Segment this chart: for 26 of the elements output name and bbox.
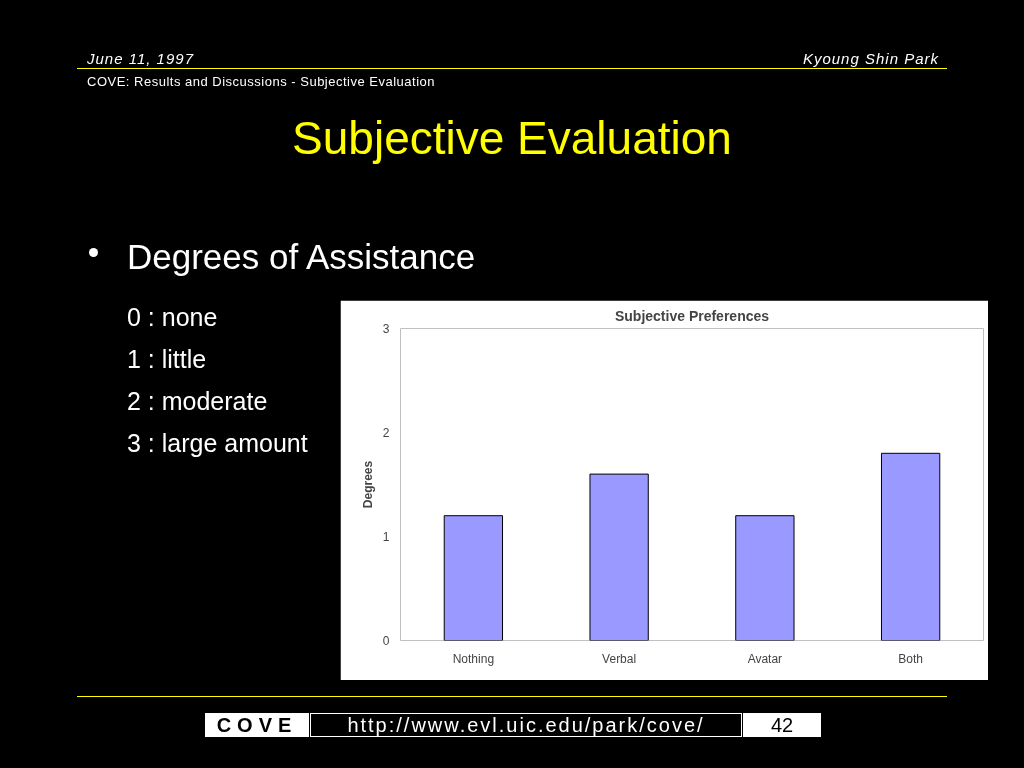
text: Kyoung Shin Park — [802, 49, 939, 69]
y-axis-title: Degrees — [360, 460, 375, 509]
text: 1 : little — [127, 344, 208, 375]
y-tick-label: 1 — [382, 530, 390, 544]
text: 3 : large amount — [127, 428, 308, 459]
text: Subjective Evaluation — [291, 111, 733, 166]
y-tick-label: 0 — [382, 634, 390, 648]
x-tick-label: Verbal — [602, 651, 637, 666]
y-tick-label: 3 — [382, 322, 390, 336]
text: COVE — [205, 713, 309, 737]
bar — [880, 452, 941, 641]
text: 2 : moderate — [127, 386, 269, 417]
text: http://www.evl.uic.edu/park/cove/ — [310, 713, 742, 737]
text: Degrees of Assistance — [127, 236, 476, 278]
x-tick-label: Nothing — [452, 651, 495, 666]
x-tick-label: Both — [898, 651, 923, 666]
bar — [443, 515, 504, 641]
text: 42 — [743, 713, 821, 737]
chart-title: Subjective Preferences — [614, 307, 770, 324]
x-tick-label: Avatar — [747, 651, 783, 666]
text: COVE: Results and Discussions - Subjective Evaluation — [87, 73, 436, 91]
text: June 11, 1997 — [87, 49, 194, 69]
text: 0 : none — [127, 302, 219, 333]
bar — [735, 515, 795, 641]
y-tick-label: 2 — [382, 426, 390, 440]
bar — [589, 473, 649, 641]
